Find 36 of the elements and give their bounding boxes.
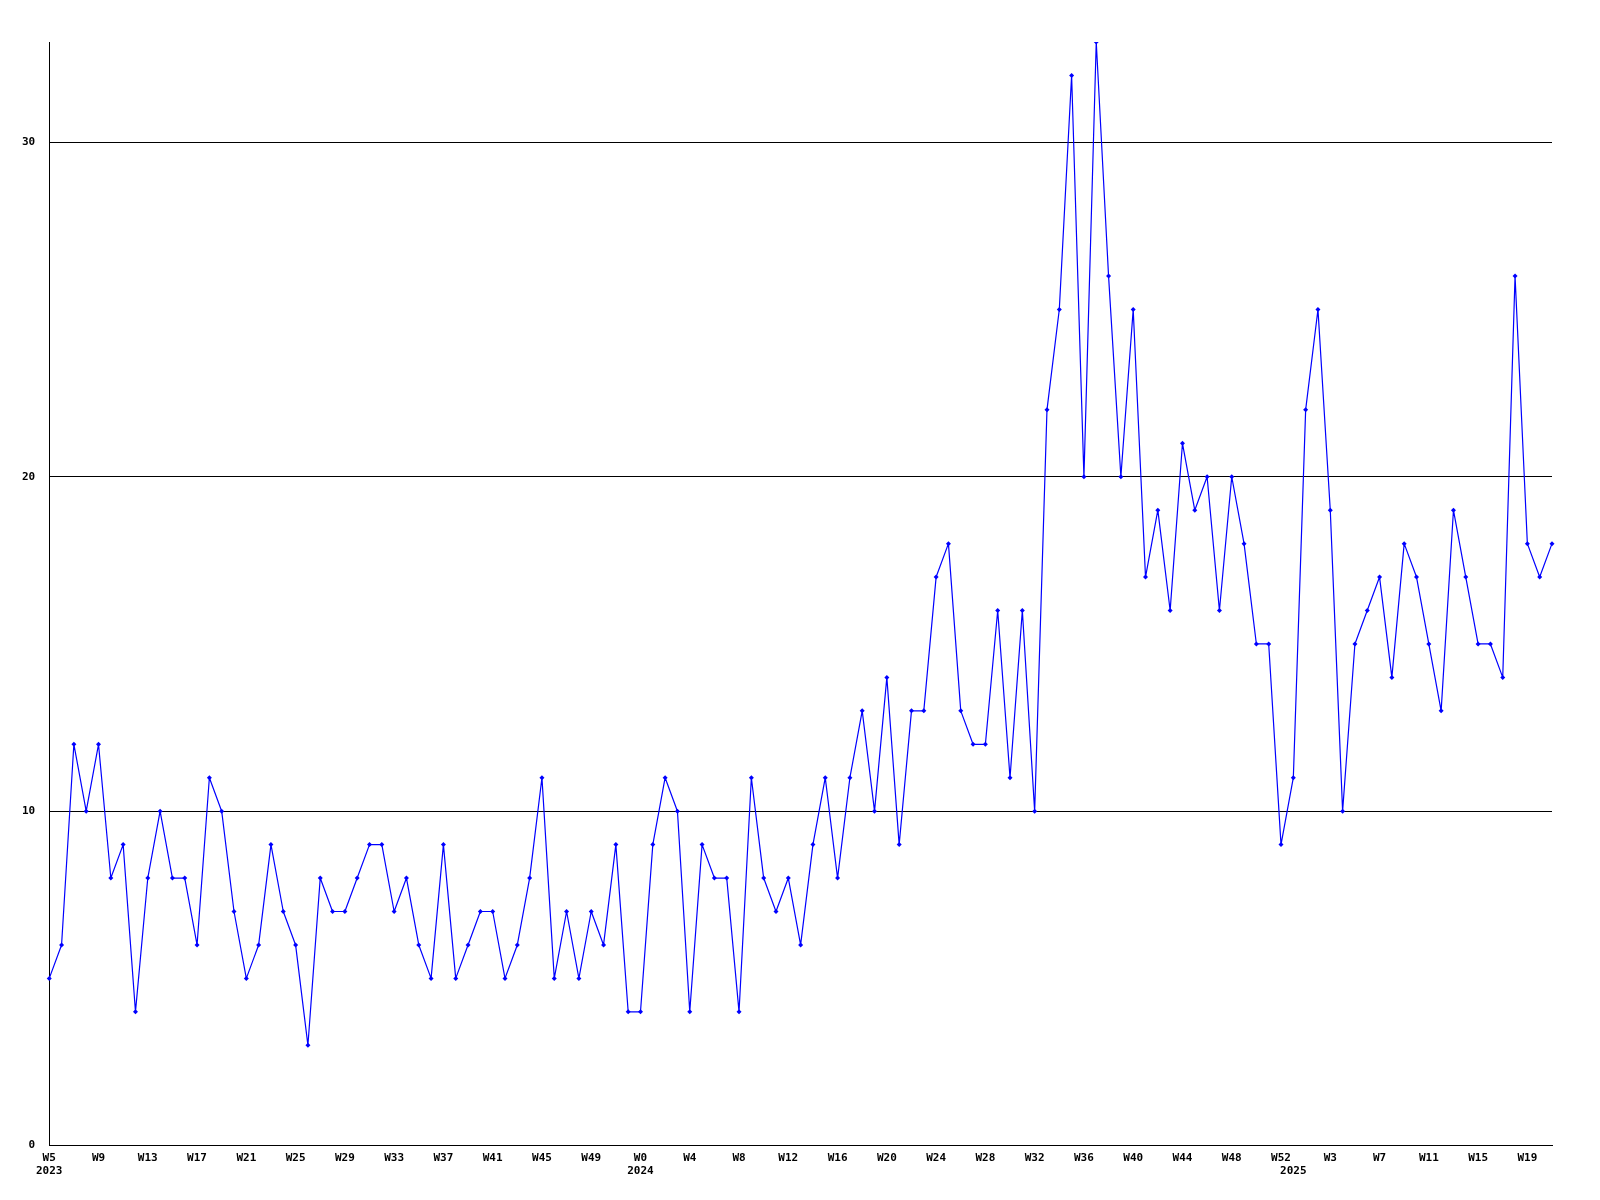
x-tick-label: W32 (1024, 1151, 1045, 1165)
y-tick-label: 10 (22, 804, 36, 818)
y-tick-label: 30 (22, 135, 36, 149)
x-tick-label: W37 (433, 1151, 454, 1165)
x-tick-label: W49 (581, 1151, 602, 1165)
x-tick-label: W9 (91, 1151, 106, 1165)
x-tick-label: W29 (334, 1151, 355, 1165)
x-tick-label: W19 (1517, 1151, 1538, 1165)
x-tick-label: W16 (827, 1151, 848, 1165)
x-tick-label: W40 (1123, 1151, 1144, 1165)
x-tick-label: W21 (236, 1151, 257, 1165)
x-tick-label: W8 (732, 1151, 746, 1165)
x-tick-label: W24 (926, 1151, 947, 1165)
x-tick-label: W3 (1323, 1151, 1337, 1165)
x-tick-label: W13 (137, 1151, 158, 1165)
y-tick-label: 20 (22, 469, 36, 483)
x-tick-label: W44 (1172, 1151, 1193, 1165)
x-tick-label: W33 (384, 1151, 405, 1165)
x-tick-label: W4 (683, 1151, 697, 1165)
x-tick-label: W7 (1372, 1151, 1387, 1165)
x-tick-label: W25 (285, 1151, 306, 1165)
x-tick-label: W11 (1418, 1151, 1440, 1165)
x-tick-label: 2025 (1280, 1164, 1307, 1178)
x-tick-label: W41 (482, 1151, 503, 1165)
x-tick-label: W5 2023 (36, 1151, 63, 1178)
x-tick-label: W12 (778, 1151, 799, 1165)
x-tick-label: W15 (1468, 1151, 1489, 1165)
y-tick-label: 0 (28, 1138, 36, 1152)
x-tick-label: W20 (876, 1151, 897, 1165)
x-tick-label: W45 (532, 1151, 552, 1165)
x-tick-label: W52 (1271, 1151, 1291, 1165)
x-tick-label: W0 2024 (627, 1151, 655, 1178)
x-tick-label: W17 (187, 1151, 207, 1165)
x-tick-label: W28 (975, 1151, 996, 1165)
x-tick-label: W48 (1221, 1151, 1242, 1165)
x-tick-label: W36 (1073, 1151, 1095, 1165)
